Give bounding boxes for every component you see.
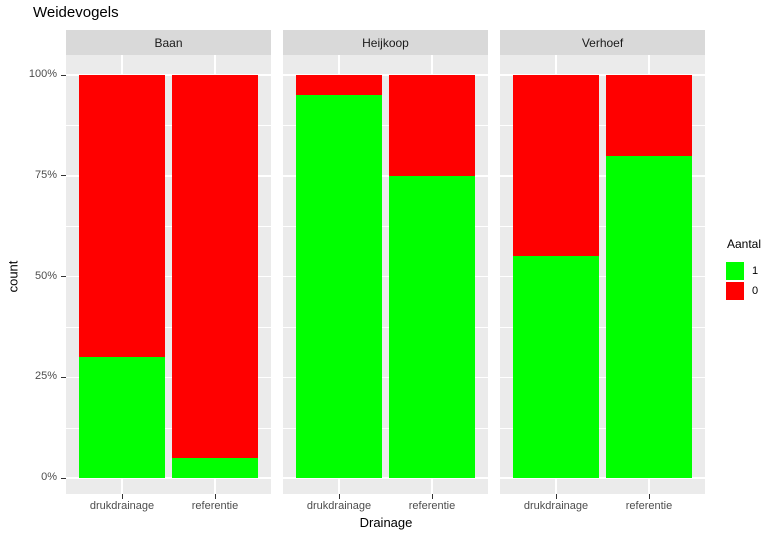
minor-gridline bbox=[66, 427, 271, 429]
legend-key-swatch-0 bbox=[726, 282, 744, 300]
y-tick-label-75: 75% bbox=[34, 168, 57, 181]
major-gridline bbox=[283, 275, 488, 278]
x-tick-label-referentie: referentie bbox=[408, 500, 456, 512]
bar-baan-drukdrainage-series-1 bbox=[79, 357, 165, 478]
x-tick-label-referentie: referentie bbox=[625, 500, 673, 512]
minor-gridline bbox=[283, 427, 488, 429]
facet-strip-label: Verhoef bbox=[581, 35, 624, 50]
major-gridline bbox=[283, 74, 488, 76]
bar-heijkoop-referentie-series-0 bbox=[389, 75, 475, 176]
plot-title: Weidevogels bbox=[33, 4, 119, 21]
x-tick-mark bbox=[214, 494, 216, 499]
major-gridline bbox=[500, 376, 705, 378]
major-gridline bbox=[66, 376, 271, 378]
x-tick-mark bbox=[648, 494, 650, 499]
y-tick-mark bbox=[61, 276, 66, 277]
y-tick-mark bbox=[61, 74, 66, 76]
bar-verhoef-referentie-series-1 bbox=[606, 155, 692, 478]
major-gridline bbox=[66, 175, 271, 177]
x-tick-label-referentie: referentie bbox=[191, 500, 239, 512]
bar-verhoef-drukdrainage-series-0 bbox=[513, 75, 599, 257]
y-tick-mark bbox=[61, 376, 66, 378]
facet-strip-heijkoop: Heijkoop bbox=[283, 30, 488, 55]
facet-panel-heijkoop bbox=[283, 55, 488, 494]
legend-key-swatch-1 bbox=[726, 262, 744, 280]
bar-verhoef-referentie-series-0 bbox=[606, 75, 692, 156]
legend-item-label: 1 bbox=[752, 265, 759, 277]
bar-heijkoop-drukdrainage-series-0 bbox=[296, 75, 382, 96]
minor-gridline bbox=[500, 125, 705, 127]
facet-strip-label: Heijkoop bbox=[362, 35, 409, 50]
legend-title: Aantal bbox=[727, 237, 762, 251]
y-tick-label-0: 0% bbox=[41, 471, 57, 483]
x-tick-mark bbox=[431, 494, 433, 499]
minor-gridline bbox=[66, 326, 271, 328]
major-gridline bbox=[500, 175, 705, 177]
x-tick-mark bbox=[555, 494, 557, 499]
x-tick-label-drukdrainage: drukdrainage bbox=[89, 500, 155, 512]
major-gridline bbox=[500, 477, 705, 479]
bar-heijkoop-drukdrainage-series-1 bbox=[296, 95, 382, 478]
x-axis-title: Drainage bbox=[359, 515, 413, 530]
y-tick-mark bbox=[61, 175, 66, 177]
minor-gridline bbox=[500, 226, 705, 228]
major-gridline bbox=[66, 477, 271, 479]
x-tick-mark bbox=[121, 494, 123, 499]
major-gridline bbox=[500, 74, 705, 76]
major-gridline bbox=[66, 74, 271, 76]
minor-gridline bbox=[283, 226, 488, 228]
bar-verhoef-drukdrainage-series-1 bbox=[513, 256, 599, 478]
minor-gridline bbox=[66, 226, 271, 228]
minor-gridline bbox=[500, 427, 705, 429]
bar-baan-drukdrainage-series-0 bbox=[79, 75, 165, 358]
x-tick-label-drukdrainage: drukdrainage bbox=[306, 500, 372, 512]
x-tick-label-drukdrainage: drukdrainage bbox=[523, 500, 589, 512]
minor-gridline bbox=[283, 326, 488, 328]
minor-gridline bbox=[283, 125, 488, 127]
y-tick-label-50: 50% bbox=[34, 269, 57, 282]
legend-item-0: 0 bbox=[726, 281, 761, 301]
legend-item-1: 1 bbox=[726, 261, 761, 281]
minor-gridline bbox=[500, 326, 705, 328]
minor-gridline bbox=[66, 125, 271, 127]
facet-strip-label: Baan bbox=[154, 35, 183, 50]
legend-item-label: 0 bbox=[752, 285, 759, 297]
bar-baan-referentie-series-0 bbox=[172, 75, 258, 458]
major-gridline bbox=[283, 376, 488, 378]
y-tick-label-25: 25% bbox=[34, 370, 57, 383]
major-gridline bbox=[66, 275, 271, 278]
y-tick-label-100: 100% bbox=[28, 68, 57, 80]
major-gridline bbox=[500, 275, 705, 278]
x-tick-mark bbox=[338, 494, 340, 499]
facet-panel-verhoef bbox=[500, 55, 705, 494]
major-gridline bbox=[283, 477, 488, 479]
facet-strip-baan: Baan bbox=[66, 30, 271, 55]
bar-heijkoop-referentie-series-1 bbox=[389, 175, 475, 478]
major-gridline bbox=[283, 175, 488, 177]
facet-panel-baan bbox=[66, 55, 271, 494]
bar-baan-referentie-series-1 bbox=[172, 457, 258, 478]
y-tick-mark bbox=[61, 477, 66, 479]
facet-strip-verhoef: Verhoef bbox=[500, 30, 705, 55]
